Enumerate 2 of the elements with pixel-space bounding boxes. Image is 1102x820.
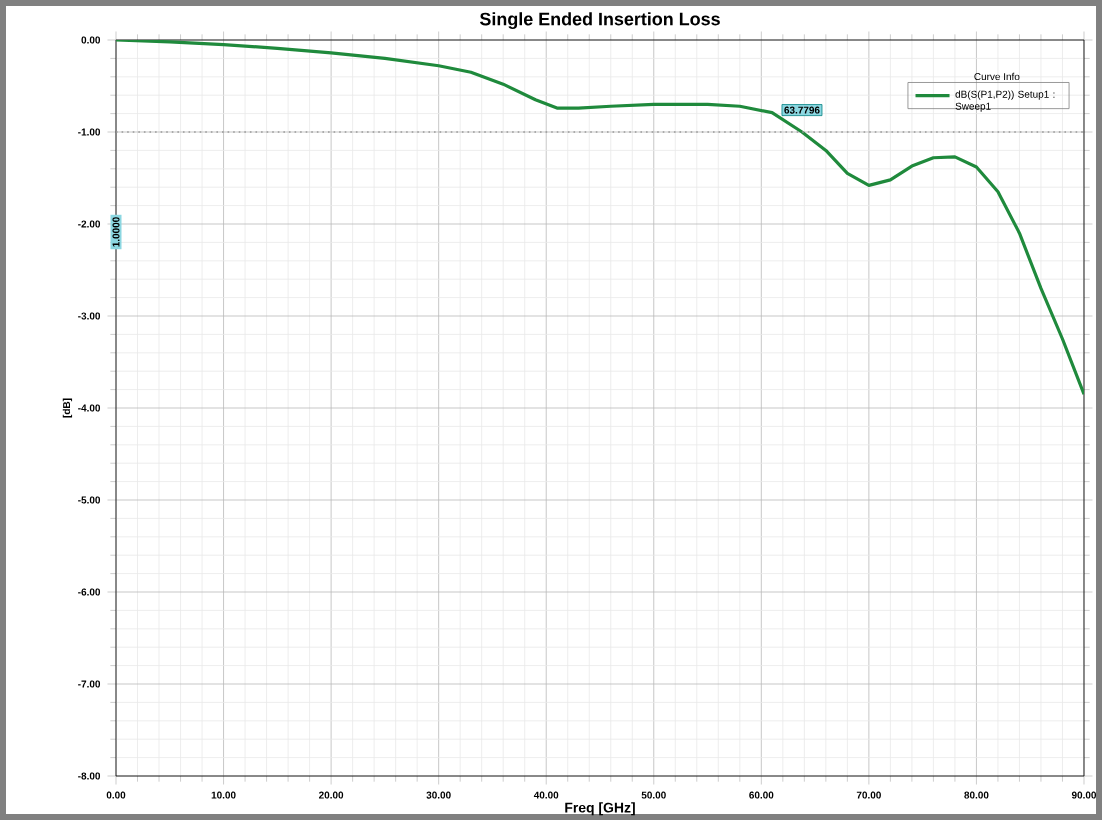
chart-title: Single Ended Insertion Loss	[479, 12, 720, 30]
line-series	[116, 40, 1084, 396]
